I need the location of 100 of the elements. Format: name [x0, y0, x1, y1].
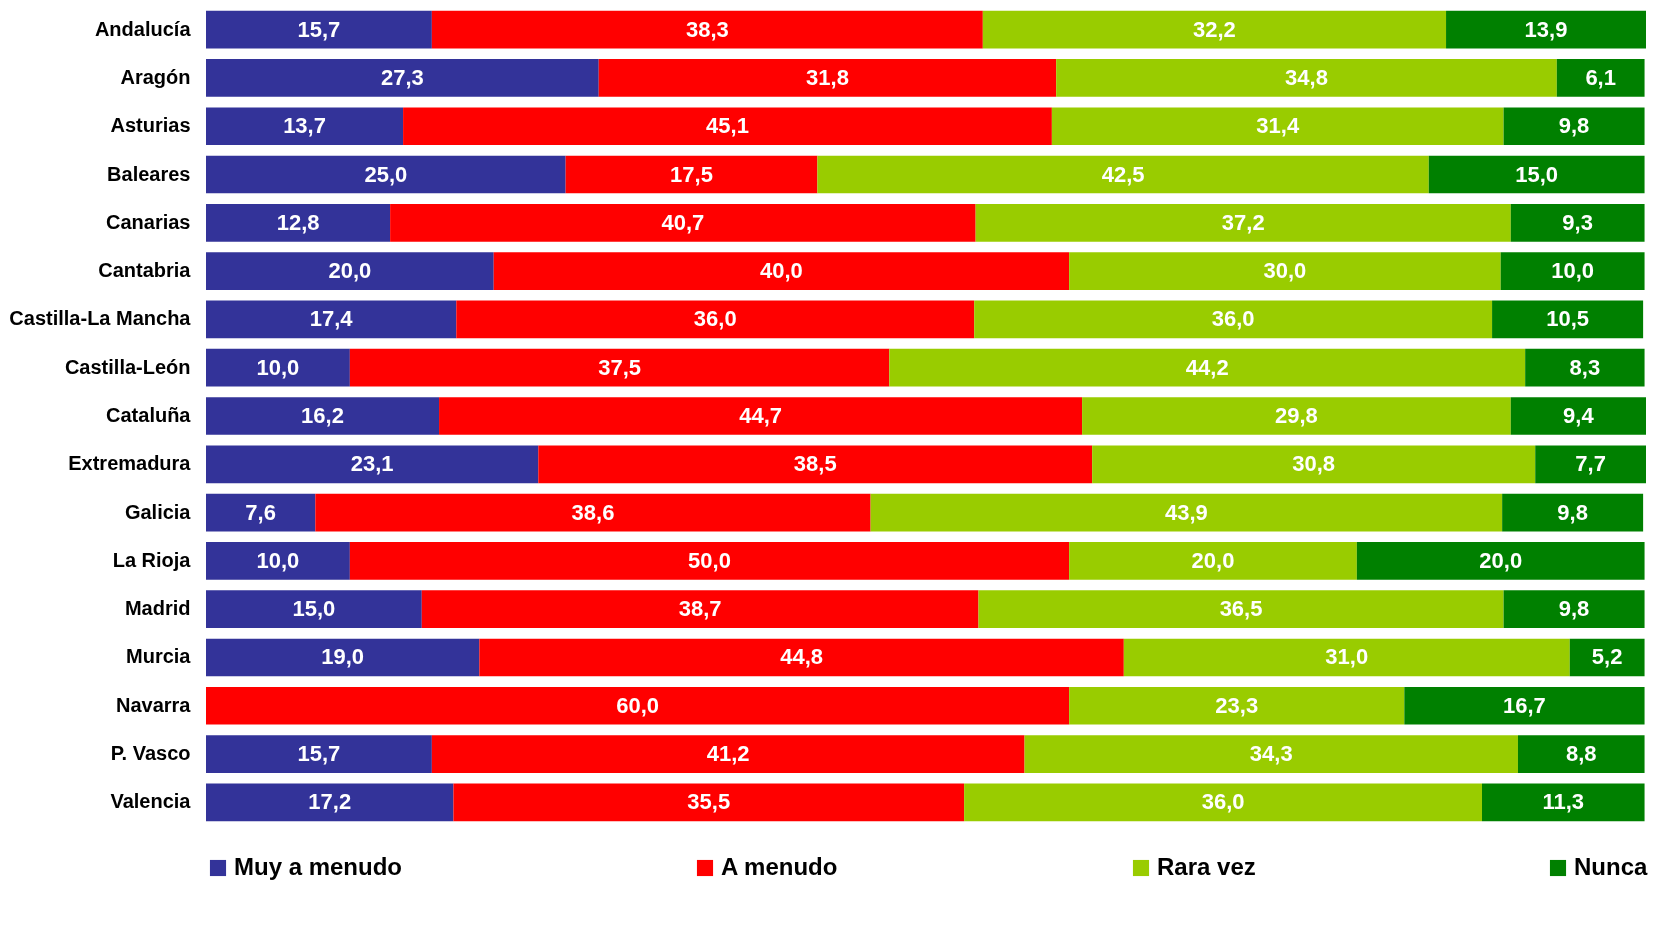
bar	[817, 155, 1429, 194]
bar	[431, 735, 1025, 773]
data-label: 42,5	[1101, 161, 1145, 187]
bar	[1024, 735, 1518, 773]
data-label: 36,0	[1201, 789, 1245, 815]
bar	[1482, 783, 1645, 822]
data-label: 7,7	[1575, 451, 1606, 477]
data-label: 13,7	[283, 113, 326, 139]
data-label: 10,0	[1551, 258, 1595, 284]
y-tick-label: Canarias	[106, 210, 191, 233]
data-label: 17,5	[670, 161, 713, 187]
data-label: 17,2	[308, 789, 352, 815]
bar	[206, 10, 432, 49]
data-label: 9,8	[1558, 596, 1590, 622]
data-label: 9,4	[1563, 403, 1595, 428]
bar	[1517, 735, 1645, 773]
bar	[1556, 59, 1645, 97]
data-label: 31,8	[806, 64, 849, 90]
y-tick-label: Asturias	[110, 114, 191, 137]
bar	[598, 59, 1057, 97]
data-label: 15,7	[297, 741, 341, 767]
bar	[349, 348, 890, 387]
data-label: 43,9	[1164, 499, 1208, 525]
bar	[206, 542, 350, 580]
data-label: 37,2	[1221, 209, 1265, 235]
data-label: 10,0	[256, 547, 300, 573]
y-tick-label: Castilla-León	[64, 355, 191, 378]
bar	[974, 300, 1493, 339]
legend-label: Rara vez	[1157, 853, 1256, 880]
bar	[315, 493, 871, 532]
bar	[206, 59, 599, 97]
bar	[206, 204, 391, 242]
bar	[206, 155, 566, 194]
data-label: 50,0	[688, 547, 731, 573]
data-label: 6,1	[1585, 64, 1616, 90]
data-label: 38,5	[793, 451, 837, 477]
bar	[206, 348, 350, 387]
bar	[982, 10, 1447, 49]
data-label: 13,9	[1524, 16, 1568, 42]
bar	[1404, 686, 1645, 725]
data-label: 20,0	[1191, 547, 1235, 573]
data-label: 31,0	[1325, 644, 1369, 670]
data-label: 8,3	[1569, 354, 1601, 380]
y-tick-label: Extremadura	[68, 452, 192, 475]
data-label: 37,5	[598, 354, 641, 380]
bar	[493, 252, 1070, 290]
bar	[1092, 445, 1536, 484]
data-label: 40,7	[661, 209, 705, 235]
data-label: 35,5	[687, 789, 731, 815]
data-label: 10,0	[256, 354, 300, 380]
data-label: 7,6	[245, 499, 276, 525]
bar	[206, 638, 480, 677]
data-label: 30,8	[1292, 451, 1336, 477]
data-label: 38,6	[571, 499, 615, 525]
bar	[1069, 542, 1357, 580]
bar	[206, 493, 316, 532]
bar	[870, 493, 1503, 532]
bar	[1502, 493, 1644, 532]
data-label: 16,2	[301, 403, 344, 428]
data-label: 40,0	[760, 258, 803, 284]
y-tick-label: Baleares	[107, 162, 191, 185]
data-label: 45,1	[706, 113, 749, 139]
data-label: 20,0	[1479, 547, 1523, 573]
bar	[439, 397, 1083, 435]
bar	[206, 783, 454, 822]
bar	[1492, 300, 1644, 339]
y-tick-label: Cantabria	[98, 259, 192, 282]
legend-label: A menudo	[721, 853, 838, 880]
bar	[1510, 397, 1646, 435]
data-label: 29,8	[1275, 403, 1318, 428]
data-label: 60,0	[616, 692, 659, 718]
data-label: 41,2	[706, 741, 750, 767]
bar	[479, 638, 1124, 677]
data-label: 11,3	[1542, 789, 1585, 815]
bar	[1056, 59, 1557, 97]
bar	[1356, 542, 1645, 580]
data-label: 15,7	[297, 16, 341, 42]
data-label: 9,8	[1557, 499, 1588, 525]
bar	[206, 300, 457, 339]
data-label: 34,8	[1285, 64, 1328, 90]
data-label: 32,2	[1193, 16, 1236, 42]
y-tick-label: Murcia	[126, 645, 192, 668]
bar	[1428, 155, 1645, 194]
bar	[453, 783, 965, 822]
bar	[975, 204, 1511, 242]
data-label: 12,8	[276, 209, 320, 235]
bar	[206, 686, 1070, 725]
bar	[206, 590, 422, 628]
bar	[1503, 107, 1645, 146]
data-label: 23,1	[350, 451, 394, 477]
legend-label: Nunca	[1574, 853, 1648, 880]
bar	[565, 155, 818, 194]
bar	[456, 300, 975, 339]
data-label: 17,4	[309, 306, 354, 332]
y-tick-label: Madrid	[124, 597, 191, 620]
data-label: 44,7	[739, 403, 782, 428]
bar	[349, 542, 1070, 580]
bar	[1510, 204, 1645, 242]
bar	[431, 10, 983, 49]
data-label: 8,8	[1565, 741, 1597, 767]
